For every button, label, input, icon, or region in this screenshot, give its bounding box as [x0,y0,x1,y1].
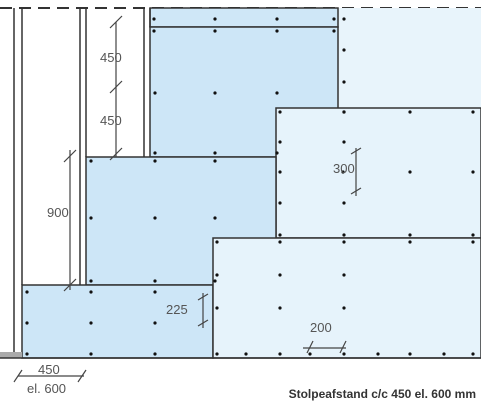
screw-dot [153,321,157,325]
screw-dot [308,352,312,356]
screw-dot [471,352,475,356]
screw-dot [342,240,346,244]
screw-dot [153,279,157,283]
screw-dot [332,17,336,21]
dim-label-200: 200 [310,320,332,335]
screw-dot [89,321,93,325]
screw-dots [25,17,475,356]
board-upper-right [275,107,481,239]
screw-dot [278,233,282,237]
screw-dot [408,233,412,237]
screw-dot [471,233,475,237]
screw-dot [278,170,282,174]
screw-dot [89,352,93,356]
screw-dot [376,352,380,356]
floor-strip [0,352,22,358]
dim-label-450-mid: 450 [100,113,122,128]
screw-dot [153,91,157,95]
screw-dot [25,352,29,356]
screw-dot [153,290,157,294]
screw-dot [342,48,346,52]
screw-dot [278,110,282,114]
screw-dot [278,352,282,356]
screw-dot [471,110,475,114]
screw-dot [275,17,279,21]
screw-dot [342,140,346,144]
screw-dot [153,216,157,220]
screw-dot [215,273,219,277]
screw-dot [215,306,219,310]
screw-dot [408,352,412,356]
screw-dot [342,273,346,277]
screw-dot [213,216,217,220]
screw-dot [342,80,346,84]
screw-dot [215,240,219,244]
screw-dot [275,29,279,33]
screw-dot [244,352,248,356]
screw-dot [213,279,217,283]
screw-dot [278,306,282,310]
screw-dot [152,29,156,33]
screw-dot [471,170,475,174]
screw-dot [89,290,93,294]
screw-dot [89,279,93,283]
screw-dot [342,201,346,205]
screw-dot [153,352,157,356]
dimension-lines [13,15,362,383]
screw-dot [278,201,282,205]
dim-label-900: 900 [47,205,69,220]
screw-dot [342,352,346,356]
diagram-caption: Stolpeafstand c/c 450 el. 600 mm [289,387,476,401]
screw-dot [153,151,157,155]
screw-dot [275,151,279,155]
screw-dot [89,216,93,220]
screw-dot [342,233,346,237]
screw-dot [408,110,412,114]
screw-dot [215,352,219,356]
stud-spacing-label-600: el. 600 [27,381,66,396]
screw-dot [213,17,217,21]
dim-label-300: 300 [333,161,355,176]
screw-dot [25,321,29,325]
screw-dot [408,240,412,244]
screw-dot [342,110,346,114]
screw-dot [471,240,475,244]
board-bottom-left [21,284,214,359]
screw-dot [341,170,345,174]
board-bottom-right [212,237,481,359]
screw-dot [278,273,282,277]
dim-label-225: 225 [166,302,188,317]
screw-dot [342,306,346,310]
studs [13,8,151,358]
screw-dot [213,151,217,155]
screw-dot [275,91,279,95]
screw-dot [213,29,217,33]
screw-dot [89,159,93,163]
screw-dot [408,170,412,174]
screw-dot [342,17,346,21]
screw-dot [278,240,282,244]
screw-dot [152,17,156,21]
screw-dot [442,352,446,356]
screw-dot [278,140,282,144]
dim-label-450-top: 450 [100,50,122,65]
screw-dot [153,159,157,163]
screw-dot [25,290,29,294]
screw-dot [213,91,217,95]
stud-spacing-label-450: 450 [38,362,60,377]
screw-dot [332,29,336,33]
screw-dot [213,159,217,163]
board-top-upper [149,7,339,28]
